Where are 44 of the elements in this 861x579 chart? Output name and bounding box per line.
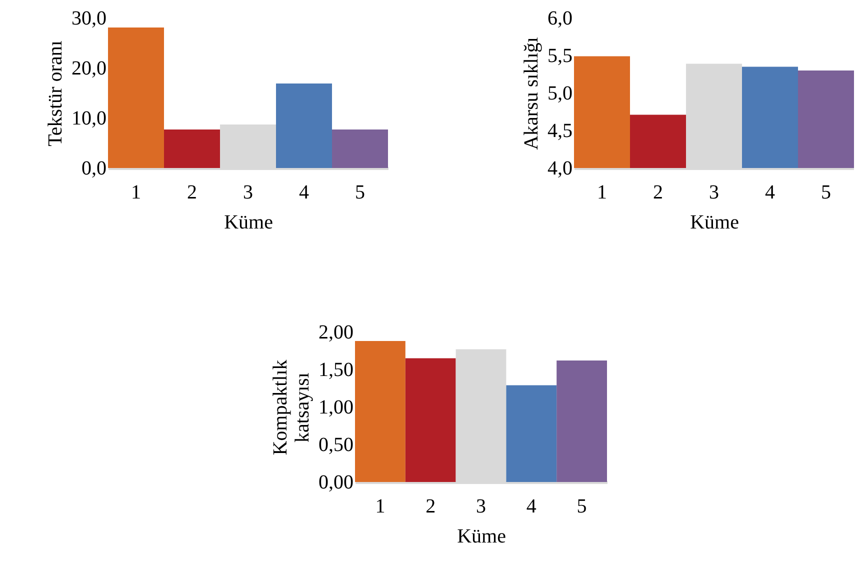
x-tick-label: 5 (576, 496, 587, 518)
y-axis-title: Akarsu sıklığı (520, 36, 542, 150)
x-tick-label: 3 (476, 496, 486, 518)
x-tick-label: 2 (187, 182, 197, 204)
y-tick-label: 10,0 (72, 108, 106, 130)
bar (164, 130, 220, 168)
y-tick-label: 4,5 (548, 120, 572, 142)
x-tick-label: 5 (355, 182, 365, 204)
x-axis-title: Küme (224, 212, 274, 234)
text: Kompaktlık (270, 360, 292, 456)
y-tick-label: 0,50 (318, 434, 354, 456)
y-tick-label: 6,0 (548, 8, 572, 30)
bar (355, 341, 406, 482)
x-tick-label: 1 (597, 182, 607, 204)
y-tick-label: 1,50 (318, 359, 354, 381)
bar (332, 130, 388, 168)
x-tick-label: 2 (653, 182, 663, 204)
x-axis-title: Küme (457, 526, 506, 548)
y-tick-label: 4,0 (548, 158, 572, 180)
x-tick-label: 3 (709, 182, 719, 204)
x-tick-label: 4 (299, 182, 309, 204)
bar (108, 28, 164, 168)
y-tick-label: 2,00 (318, 322, 354, 344)
y-tick-label: 0,00 (318, 472, 354, 494)
y-tick-label: 1,00 (318, 396, 354, 418)
y-tick-label: 0,0 (82, 158, 106, 180)
x-tick-label: 4 (765, 182, 775, 204)
y-tick-label: 5,0 (548, 82, 572, 104)
x-tick-label: 1 (375, 496, 386, 518)
bar (506, 385, 557, 482)
y-tick-label: 20,0 (72, 58, 106, 80)
text: katsayısı (292, 372, 314, 442)
bar (556, 360, 607, 482)
x-tick-label: 3 (243, 182, 253, 204)
y-axis-title: Tekstür oranı (44, 40, 66, 146)
x-tick-label: 5 (821, 182, 831, 204)
x-axis-title: Küme (690, 212, 740, 234)
y-tick-label: 30,0 (72, 8, 106, 30)
x-tick-label: 1 (131, 182, 141, 204)
y-tick-label: 5,5 (548, 45, 572, 67)
bar (276, 84, 332, 168)
x-tick-label: 2 (426, 496, 436, 518)
bar (405, 358, 456, 482)
x-tick-label: 4 (526, 496, 536, 518)
